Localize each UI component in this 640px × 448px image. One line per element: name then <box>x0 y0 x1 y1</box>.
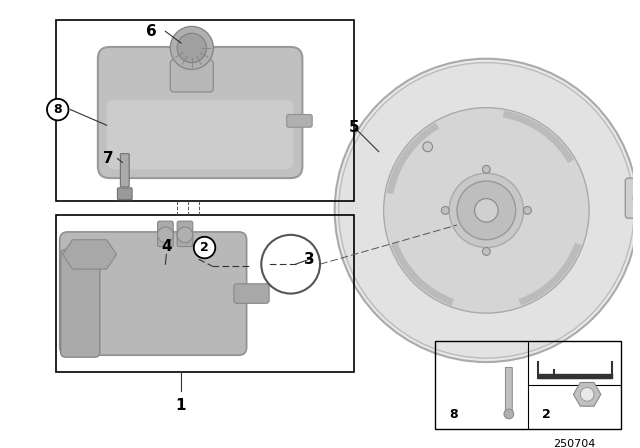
Circle shape <box>475 198 498 222</box>
Circle shape <box>457 181 516 240</box>
Text: 3: 3 <box>304 252 314 267</box>
FancyBboxPatch shape <box>234 284 269 303</box>
Text: 5: 5 <box>349 120 360 135</box>
Text: 8: 8 <box>449 409 458 422</box>
Circle shape <box>449 173 524 248</box>
Circle shape <box>170 26 213 69</box>
Text: 6: 6 <box>147 24 157 39</box>
Circle shape <box>580 388 594 401</box>
Polygon shape <box>63 240 116 269</box>
FancyBboxPatch shape <box>107 100 294 169</box>
Text: 8: 8 <box>54 103 62 116</box>
Text: 4: 4 <box>161 239 172 254</box>
Circle shape <box>442 207 449 214</box>
FancyBboxPatch shape <box>157 221 173 246</box>
Text: 1: 1 <box>176 398 186 413</box>
FancyBboxPatch shape <box>506 367 512 411</box>
Text: 250704: 250704 <box>553 439 596 448</box>
FancyBboxPatch shape <box>60 232 246 355</box>
Circle shape <box>157 227 173 243</box>
Circle shape <box>483 165 490 173</box>
Circle shape <box>483 248 490 255</box>
Circle shape <box>177 227 193 243</box>
Ellipse shape <box>339 63 634 358</box>
Circle shape <box>194 237 215 258</box>
Circle shape <box>177 33 207 63</box>
Circle shape <box>633 193 640 205</box>
Text: 2: 2 <box>200 241 209 254</box>
Text: 2: 2 <box>541 409 550 422</box>
Ellipse shape <box>383 108 589 313</box>
FancyBboxPatch shape <box>61 250 100 357</box>
FancyBboxPatch shape <box>118 188 132 200</box>
FancyBboxPatch shape <box>287 115 312 127</box>
Circle shape <box>423 142 433 152</box>
FancyBboxPatch shape <box>177 221 193 246</box>
FancyBboxPatch shape <box>120 154 129 187</box>
Ellipse shape <box>335 59 638 362</box>
FancyBboxPatch shape <box>98 47 302 178</box>
FancyBboxPatch shape <box>170 60 213 92</box>
Text: 7: 7 <box>103 151 114 166</box>
Circle shape <box>47 99 68 121</box>
FancyBboxPatch shape <box>625 178 640 218</box>
Circle shape <box>504 409 514 419</box>
Circle shape <box>524 207 531 214</box>
